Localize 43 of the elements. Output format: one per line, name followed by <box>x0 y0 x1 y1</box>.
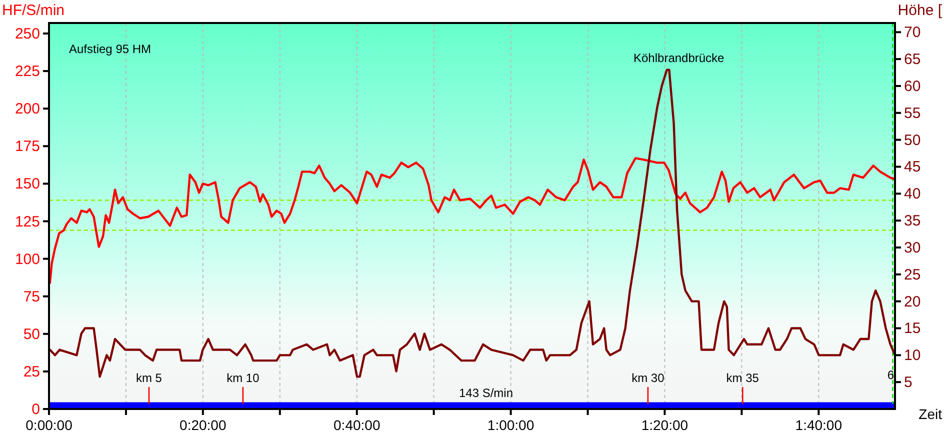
y2-tick-label: 25 <box>904 266 921 284</box>
y2-tick-label: 35 <box>904 212 921 230</box>
y-tick-label: 100 <box>14 250 40 268</box>
y2-axis-title: Höhe [ <box>898 2 943 19</box>
y2-tick-label: 65 <box>904 51 921 68</box>
ref-line-label: km 5 <box>136 371 162 385</box>
y-tick-label: 250 <box>14 26 40 43</box>
y-tick-label: 225 <box>14 63 40 80</box>
ref-line-label: km 30 <box>632 371 665 385</box>
x-axis-title: Zeit <box>918 406 942 422</box>
x-tick-label: 0:00:00 <box>26 417 73 433</box>
x-tick-label: 1:00:00 <box>487 417 534 433</box>
ref-line-label: km 35 <box>726 371 760 385</box>
y2-tick-label: 30 <box>904 239 921 256</box>
y2-tick-label: 45 <box>904 158 921 176</box>
y-axis-title: HF/S/min <box>2 2 65 19</box>
y2-tick-label: 5 <box>904 374 912 392</box>
x-tick-label: 1:20:00 <box>641 417 688 433</box>
y-tick-label: 25 <box>23 363 40 380</box>
y-tick-label: 75 <box>23 288 40 306</box>
x-tick-label: 0:20:00 <box>180 417 226 433</box>
y2-tick-label: 60 <box>904 78 921 95</box>
annotation: 6 <box>887 368 894 382</box>
y2-tick-label: 20 <box>904 293 921 310</box>
ref-line-label: km 10 <box>226 371 260 385</box>
band-label: 143 S/min <box>458 386 514 400</box>
annotation: Aufstieg 95 HM <box>69 42 152 56</box>
x-tick-label: 1:40:00 <box>795 417 842 433</box>
y2-tick-label: 40 <box>904 186 921 203</box>
line-series <box>48 157 896 284</box>
y-tick-label: 0 <box>32 401 40 418</box>
y2-tick-label: 55 <box>904 104 921 122</box>
annotation: Köhlbrandbrücke <box>634 50 725 65</box>
y-tick-label: 50 <box>23 326 40 343</box>
y-tick-label: 150 <box>14 176 40 193</box>
y-tick-label: 200 <box>14 100 40 118</box>
y2-tick-label: 15 <box>904 320 921 338</box>
y-tick-label: 125 <box>14 213 40 230</box>
x-tick-label: 0:40:00 <box>334 417 380 433</box>
y-tick-label: 175 <box>14 138 40 156</box>
y2-tick-label: 10 <box>904 347 921 364</box>
y2-tick-label: 70 <box>904 24 921 42</box>
y2-tick-label: 50 <box>904 132 921 149</box>
